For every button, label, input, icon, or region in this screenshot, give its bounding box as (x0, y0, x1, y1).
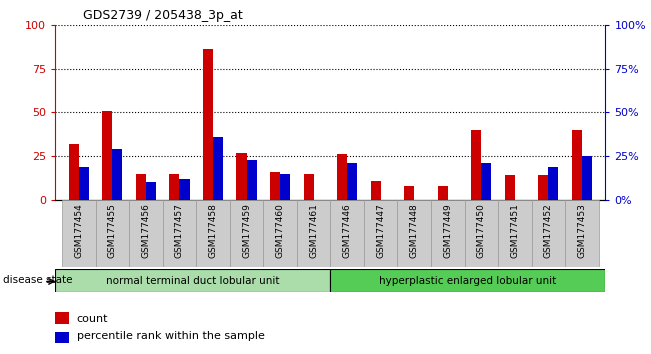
Bar (347, 163, 357, 200)
Text: GSM177448: GSM177448 (409, 203, 419, 258)
Bar (55, 331, 69, 343)
Bar (398, 200, 431, 267)
Bar (538, 176, 548, 200)
Text: normal terminal duct lobular unit: normal terminal duct lobular unit (106, 275, 280, 286)
Text: count: count (77, 314, 108, 324)
Text: GSM177456: GSM177456 (141, 203, 150, 258)
Text: GSM177461: GSM177461 (309, 203, 318, 258)
Bar (55, 269, 330, 292)
Bar (270, 172, 280, 200)
Text: GSM177458: GSM177458 (208, 203, 217, 258)
Text: GSM177451: GSM177451 (510, 203, 519, 258)
Bar (404, 186, 414, 200)
Bar (364, 200, 398, 267)
Bar (169, 174, 180, 200)
Bar (236, 153, 247, 200)
Text: disease state: disease state (3, 275, 73, 285)
Bar (96, 200, 129, 267)
Bar (280, 174, 290, 200)
Bar (263, 200, 297, 267)
Bar (113, 149, 122, 200)
Bar (337, 154, 347, 200)
Bar (213, 137, 223, 200)
Bar (303, 174, 314, 200)
Bar (79, 167, 89, 200)
Text: GSM177459: GSM177459 (242, 203, 251, 258)
Bar (230, 200, 263, 267)
Bar (203, 49, 213, 200)
Bar (481, 163, 492, 200)
Text: GSM177454: GSM177454 (74, 203, 83, 258)
Bar (437, 186, 448, 200)
Text: GSM177452: GSM177452 (544, 203, 553, 258)
Bar (505, 176, 515, 200)
Text: GSM177450: GSM177450 (477, 203, 486, 258)
Bar (532, 200, 565, 267)
Bar (297, 200, 330, 267)
Bar (565, 200, 599, 267)
Bar (62, 200, 96, 267)
Bar (471, 130, 481, 200)
Bar (55, 313, 69, 324)
Bar (196, 200, 230, 267)
Bar (247, 160, 256, 200)
Text: GSM177446: GSM177446 (342, 203, 352, 258)
Bar (146, 183, 156, 200)
Text: hyperplastic enlarged lobular unit: hyperplastic enlarged lobular unit (380, 275, 557, 286)
Bar (330, 200, 364, 267)
Bar (431, 200, 465, 267)
Bar (330, 269, 605, 292)
Text: percentile rank within the sample: percentile rank within the sample (77, 331, 265, 341)
Text: GSM177447: GSM177447 (376, 203, 385, 258)
Bar (465, 200, 498, 267)
Bar (69, 144, 79, 200)
Bar (163, 200, 196, 267)
Bar (129, 200, 163, 267)
Text: GSM177460: GSM177460 (275, 203, 284, 258)
Text: GSM177455: GSM177455 (108, 203, 117, 258)
Bar (498, 200, 532, 267)
Bar (102, 111, 113, 200)
Text: GDS2739 / 205438_3p_at: GDS2739 / 205438_3p_at (83, 9, 243, 22)
Bar (582, 156, 592, 200)
Bar (370, 181, 381, 200)
Text: GSM177453: GSM177453 (577, 203, 587, 258)
Bar (572, 130, 582, 200)
Bar (180, 179, 189, 200)
Text: GSM177449: GSM177449 (443, 203, 452, 258)
Bar (136, 174, 146, 200)
Bar (548, 167, 559, 200)
Text: GSM177457: GSM177457 (175, 203, 184, 258)
